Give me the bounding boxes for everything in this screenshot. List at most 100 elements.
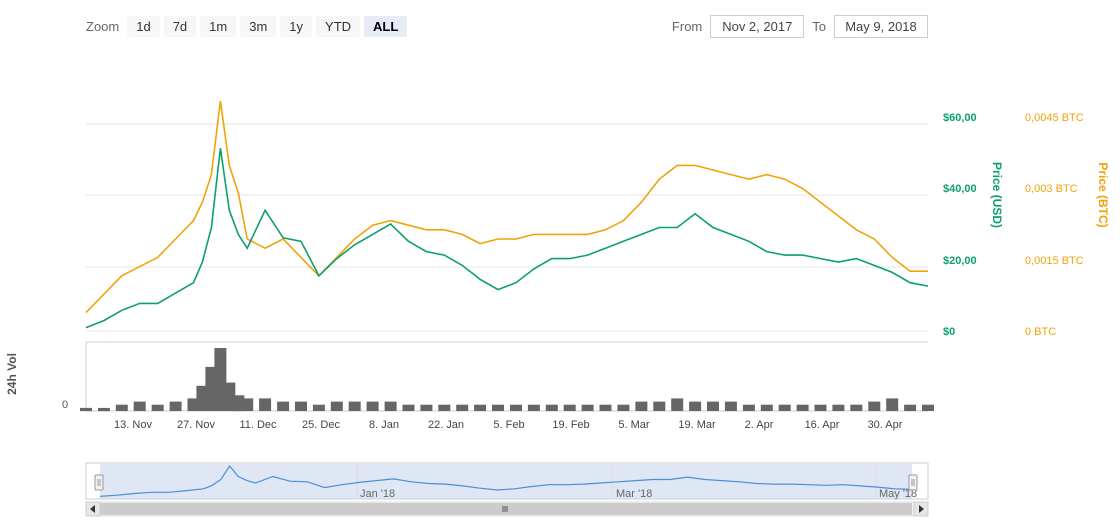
from-date-input[interactable]: Nov 2, 2017: [710, 15, 805, 38]
volume-bar: [904, 404, 917, 411]
volume-bar: [527, 404, 540, 411]
volume-bar: [850, 404, 863, 411]
volume-bar: [778, 404, 791, 411]
x-tick-22-jan: 22. Jan: [428, 419, 464, 431]
navigator-label-may: May '18: [879, 488, 917, 500]
btc-axis-title: Price (BTC): [1096, 162, 1110, 227]
usd-tick-60: $60,00: [943, 112, 977, 124]
volume-bar: [635, 401, 648, 411]
volume-bar: [671, 398, 684, 411]
x-tick-8-jan: 8. Jan: [369, 419, 399, 431]
volume-bar: [366, 401, 379, 411]
x-tick-16-apr: 16. Apr: [805, 419, 840, 431]
volume-bar: [295, 401, 307, 411]
x-axis-ticks: 13. Nov 27. Nov 11. Dec 25. Dec 8. Jan 2…: [114, 419, 903, 431]
volume-bar: [599, 404, 612, 411]
volume-bar: [492, 404, 504, 411]
to-date-input[interactable]: May 9, 2018: [834, 15, 928, 38]
volume-bar: [617, 404, 630, 411]
x-tick-19-mar: 19. Mar: [678, 419, 716, 431]
volume-bar: [169, 401, 182, 411]
navigator[interactable]: Jan '18 Mar '18 May '18: [85, 462, 929, 500]
arrow-left-icon: [90, 505, 95, 513]
volume-bar: [653, 401, 666, 411]
x-tick-5-mar: 5. Mar: [618, 419, 650, 431]
volume-bar: [80, 407, 92, 412]
zoom-1d-button[interactable]: 1d: [127, 15, 160, 37]
volume-bar: [402, 404, 415, 411]
navigator-label-jan: Jan '18: [360, 488, 395, 500]
usd-tick-0: $0: [943, 326, 955, 338]
x-tick-30-apr: 30. Apr: [868, 419, 903, 431]
x-tick-27-nov: 27. Nov: [177, 419, 215, 431]
x-tick-5-feb: 5. Feb: [493, 419, 524, 431]
volume-bar: [277, 401, 290, 411]
volume-bar: [581, 404, 594, 411]
x-tick-25-dec: 25. Dec: [302, 419, 340, 431]
volume-bar: [384, 401, 397, 411]
volume-bar: [241, 398, 254, 411]
volume-bar: [115, 404, 128, 411]
volume-bar: [796, 404, 809, 411]
volume-bar: [922, 404, 934, 411]
volume-bar: [814, 404, 827, 411]
usd-price-line: [85, 148, 929, 329]
navigator-right-handle[interactable]: [908, 474, 918, 491]
volume-bar: [259, 398, 272, 411]
zoom-label: Zoom: [86, 18, 120, 34]
volume-bar: [707, 401, 719, 411]
to-label: To: [812, 19, 826, 34]
x-tick-19-feb: 19. Feb: [552, 419, 589, 431]
zoom-7d-button[interactable]: 7d: [163, 15, 197, 37]
x-tick-11-dec: 11. Dec: [239, 419, 277, 431]
btc-tick-2: 0,003 BTC: [1025, 183, 1078, 195]
zoom-1m-button[interactable]: 1m: [200, 15, 237, 37]
y-axis-usd-ticks: $0 $20,00 $40,00 $60,00: [943, 112, 977, 338]
volume-bar: [151, 404, 164, 411]
volume-tick-0: 0: [62, 399, 68, 411]
x-tick-13-nov: 13. Nov: [114, 419, 152, 431]
from-label: From: [671, 19, 703, 34]
usd-tick-20: $20,00: [943, 255, 977, 267]
scrollbar-thumb[interactable]: [100, 503, 912, 515]
usd-tick-40: $40,00: [943, 183, 977, 195]
navigator-left-handle[interactable]: [94, 474, 104, 491]
volume-bars: [80, 348, 934, 412]
volume-bar: [868, 401, 881, 411]
volume-bar: [97, 407, 110, 412]
navigator-series: [99, 464, 913, 497]
volume-bar: [689, 401, 702, 411]
volume-bar: [312, 404, 325, 411]
arrow-right-icon: [919, 505, 924, 513]
volume-bar: [742, 404, 755, 411]
volume-bar: [348, 401, 361, 411]
volume-bar: [886, 398, 899, 411]
volume-bar: [545, 404, 558, 411]
zoom-1y-button[interactable]: 1y: [280, 15, 313, 37]
volume-bar: [474, 404, 487, 411]
volume-bar: [438, 404, 451, 411]
usd-axis-title: Price (USD): [990, 162, 1004, 228]
zoom-3m-button[interactable]: 3m: [240, 15, 277, 37]
btc-tick-1: 0,0015 BTC: [1025, 255, 1084, 267]
btc-price-line: [85, 100, 928, 314]
btc-tick-3: 0,0045 BTC: [1025, 112, 1084, 124]
zoom-controls: Zoom 1d 7d 1m 3m 1y YTD ALL: [86, 14, 408, 38]
zoom-ytd-button[interactable]: YTD: [316, 15, 361, 37]
volume-bar: [832, 404, 845, 411]
volume-bar: [760, 404, 773, 411]
navigator-mask[interactable]: [100, 464, 912, 499]
zoom-all-button[interactable]: ALL: [364, 15, 408, 37]
volume-bar: [330, 401, 343, 411]
volume-axis-title: 24h Vol: [5, 353, 19, 395]
scrollbar[interactable]: [85, 501, 929, 517]
volume-bar: [563, 404, 576, 411]
date-range: From Nov 2, 2017 To May 9, 2018: [672, 15, 928, 38]
y-axis-btc-ticks: 0 BTC 0,0015 BTC 0,003 BTC 0,0045 BTC: [1025, 112, 1084, 338]
volume-bar: [510, 404, 522, 411]
btc-tick-0: 0 BTC: [1025, 326, 1056, 338]
volume-bar: [420, 404, 433, 411]
volume-bar: [456, 404, 469, 411]
volume-bar: [724, 401, 737, 411]
